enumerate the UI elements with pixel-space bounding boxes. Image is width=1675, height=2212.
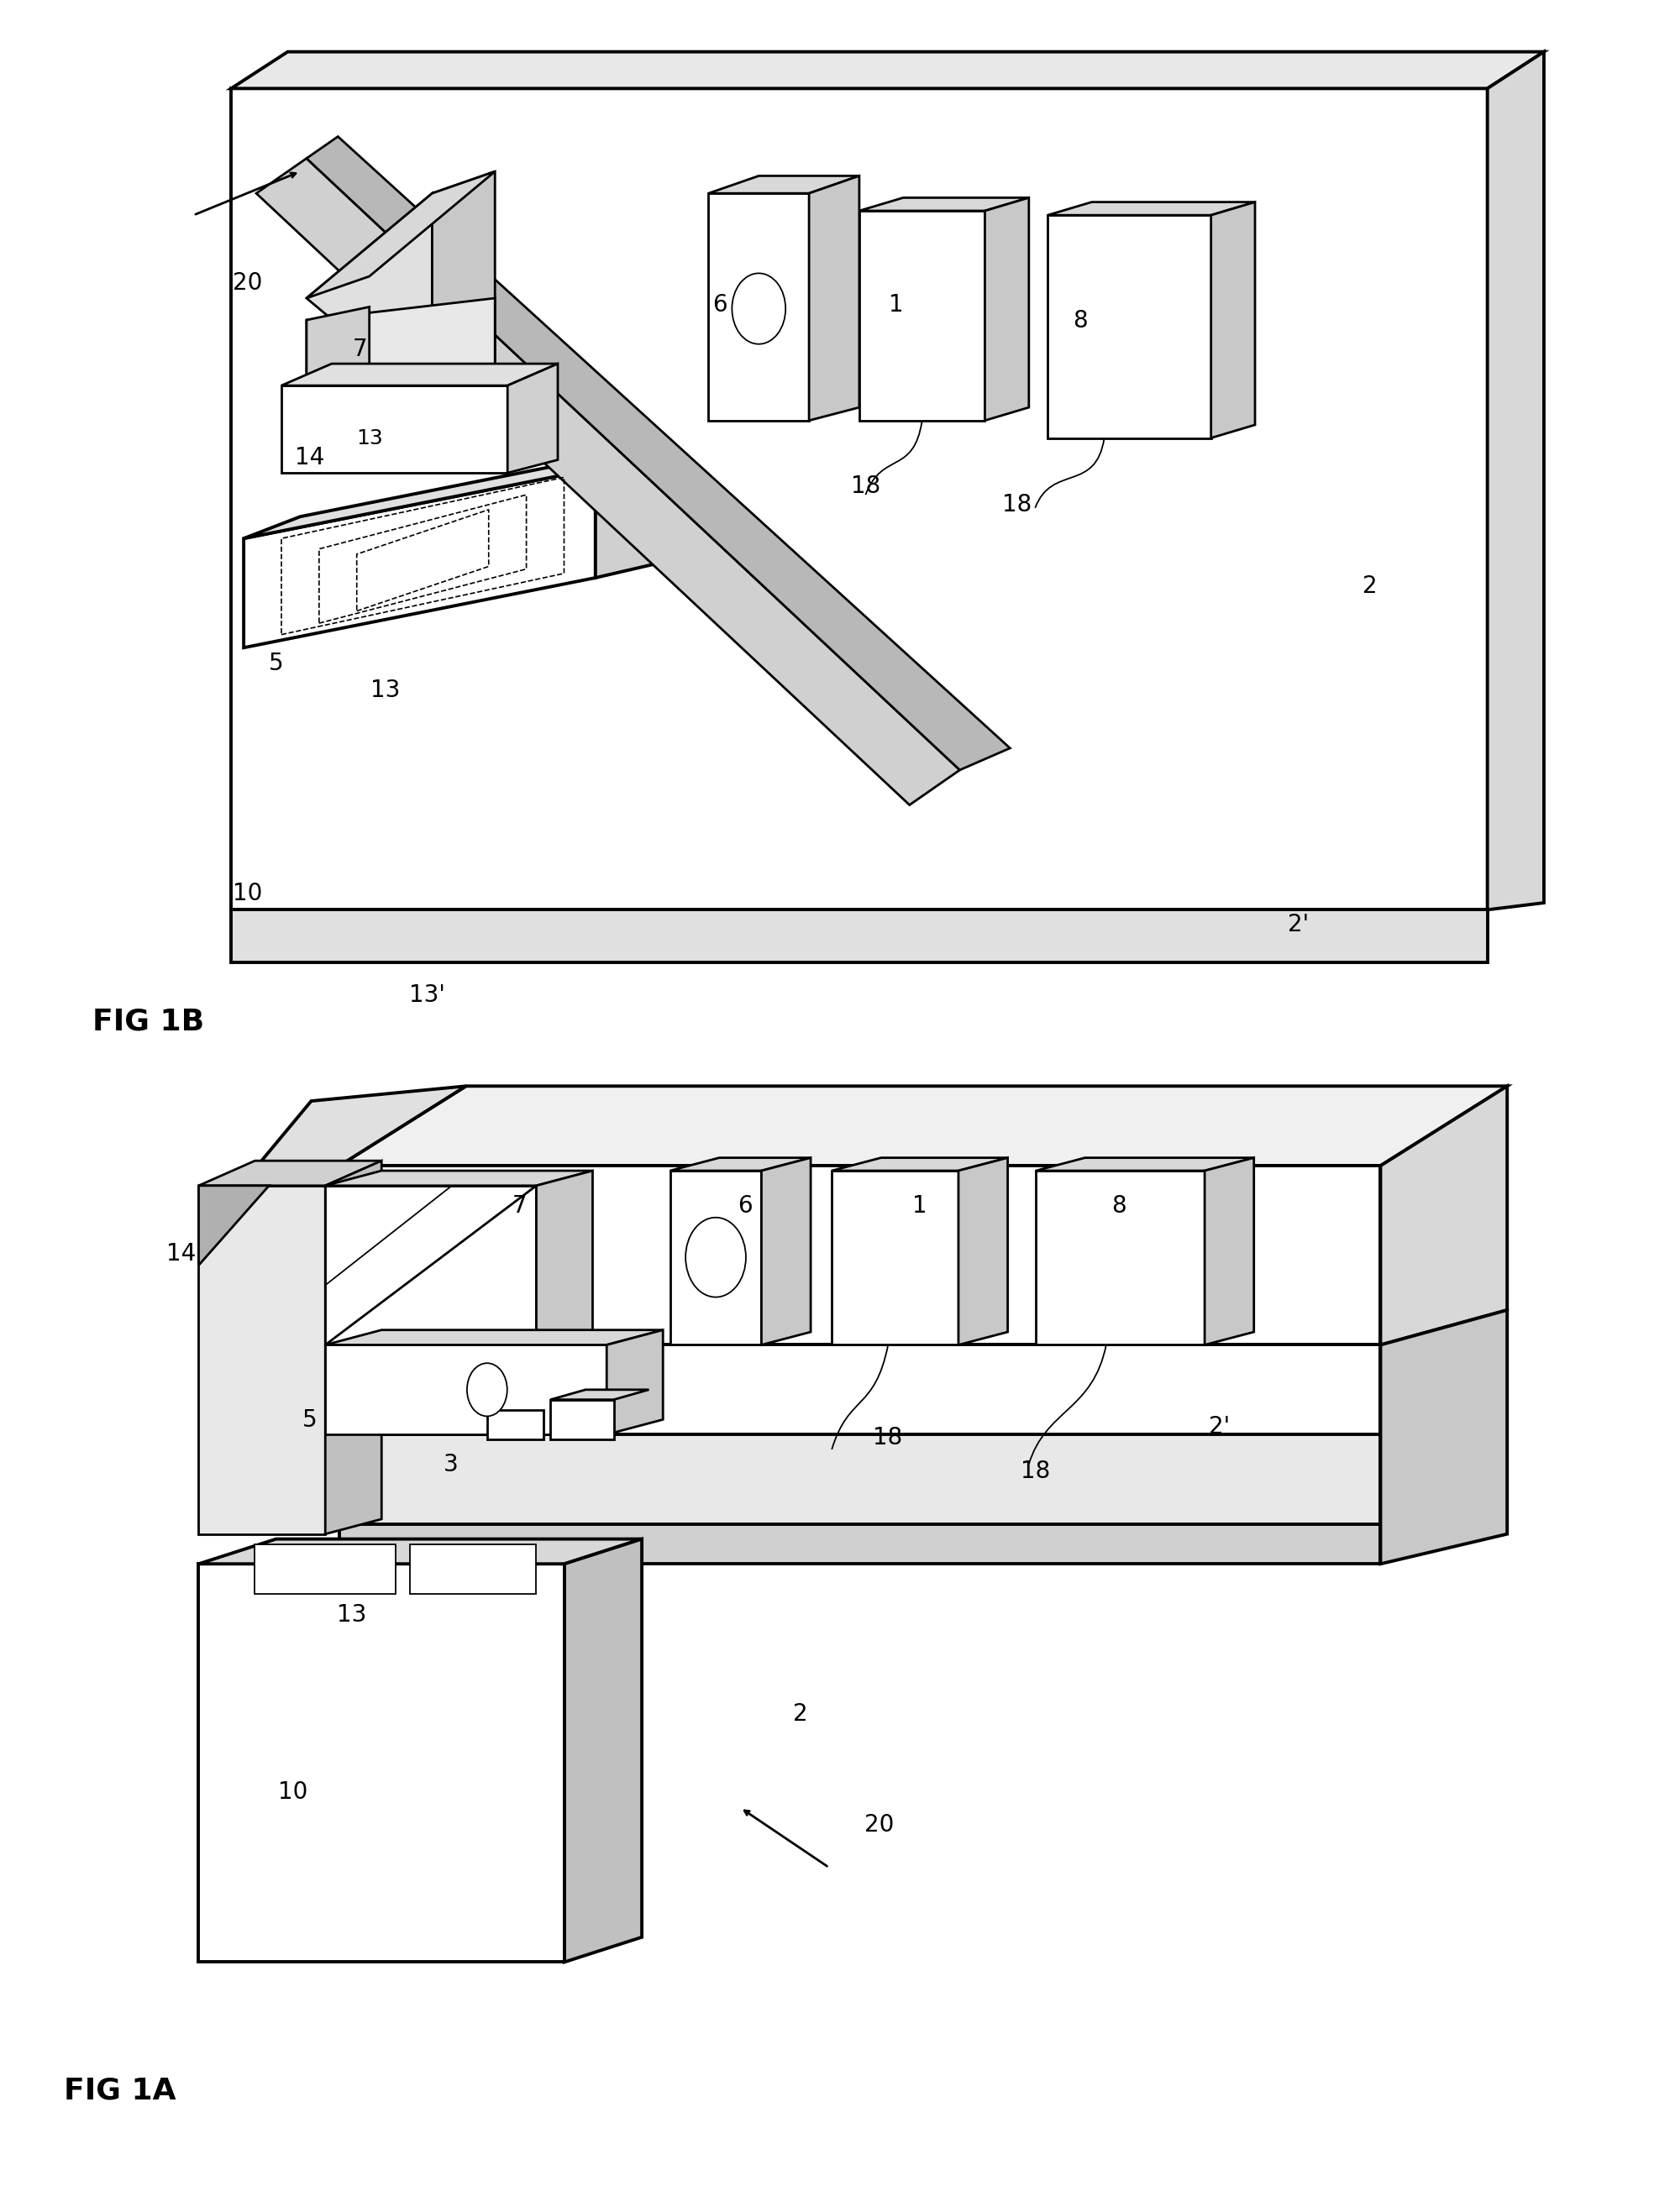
Polygon shape bbox=[564, 1540, 642, 1962]
Polygon shape bbox=[832, 1157, 1008, 1170]
Circle shape bbox=[467, 1363, 508, 1416]
Text: 5: 5 bbox=[303, 1409, 317, 1431]
Text: 20: 20 bbox=[233, 272, 263, 294]
Text: 1: 1 bbox=[913, 1194, 926, 1217]
Polygon shape bbox=[709, 192, 809, 420]
Polygon shape bbox=[487, 1409, 543, 1440]
Text: 10: 10 bbox=[233, 883, 263, 905]
Polygon shape bbox=[1035, 1157, 1255, 1170]
Circle shape bbox=[732, 274, 786, 345]
Text: 14: 14 bbox=[166, 1243, 196, 1265]
Polygon shape bbox=[199, 1564, 564, 1962]
Text: 7: 7 bbox=[353, 338, 367, 361]
Text: 8: 8 bbox=[1112, 1194, 1126, 1217]
Polygon shape bbox=[199, 1161, 382, 1186]
Polygon shape bbox=[340, 1086, 1508, 1166]
Polygon shape bbox=[199, 1186, 270, 1265]
Polygon shape bbox=[606, 1329, 663, 1433]
Text: 6: 6 bbox=[714, 294, 727, 316]
Polygon shape bbox=[325, 1186, 536, 1345]
Polygon shape bbox=[281, 363, 558, 385]
Polygon shape bbox=[670, 1157, 811, 1170]
Text: 13: 13 bbox=[357, 427, 382, 449]
Polygon shape bbox=[307, 192, 432, 403]
Text: 3: 3 bbox=[444, 1453, 457, 1475]
Polygon shape bbox=[1035, 1170, 1204, 1345]
Text: FIG 1B: FIG 1B bbox=[92, 1009, 204, 1035]
Polygon shape bbox=[340, 1524, 1380, 1564]
Text: 1: 1 bbox=[889, 294, 903, 316]
Polygon shape bbox=[256, 159, 960, 805]
Circle shape bbox=[685, 1217, 745, 1296]
Polygon shape bbox=[1049, 215, 1211, 438]
Polygon shape bbox=[596, 447, 652, 577]
Polygon shape bbox=[199, 1540, 642, 1564]
Polygon shape bbox=[709, 177, 859, 192]
Polygon shape bbox=[325, 1161, 382, 1535]
Polygon shape bbox=[307, 173, 496, 299]
Polygon shape bbox=[231, 88, 1487, 909]
Text: FIG 1A: FIG 1A bbox=[64, 2077, 176, 2104]
Polygon shape bbox=[245, 447, 652, 538]
Polygon shape bbox=[325, 1170, 593, 1186]
Polygon shape bbox=[432, 173, 496, 403]
Text: 2: 2 bbox=[1363, 575, 1377, 597]
Text: 13: 13 bbox=[337, 1604, 367, 1626]
Polygon shape bbox=[551, 1389, 648, 1400]
Text: 8: 8 bbox=[1074, 310, 1087, 332]
Polygon shape bbox=[809, 177, 859, 420]
Polygon shape bbox=[859, 210, 985, 420]
Text: 7: 7 bbox=[513, 1194, 526, 1217]
Polygon shape bbox=[199, 1186, 325, 1535]
Polygon shape bbox=[670, 1170, 762, 1345]
Polygon shape bbox=[325, 1329, 663, 1345]
Polygon shape bbox=[307, 137, 1010, 770]
Polygon shape bbox=[958, 1157, 1008, 1345]
Text: 18: 18 bbox=[1020, 1460, 1050, 1482]
Text: 18: 18 bbox=[873, 1427, 903, 1449]
Text: 5: 5 bbox=[270, 653, 283, 675]
Text: 18: 18 bbox=[851, 476, 881, 498]
Polygon shape bbox=[340, 1345, 1380, 1433]
Text: 6: 6 bbox=[739, 1194, 752, 1217]
Polygon shape bbox=[985, 197, 1028, 420]
Text: 20: 20 bbox=[864, 1814, 894, 1836]
Polygon shape bbox=[231, 909, 1487, 962]
Text: 10: 10 bbox=[278, 1781, 308, 1803]
Text: 14: 14 bbox=[295, 447, 325, 469]
Polygon shape bbox=[1211, 201, 1255, 438]
Text: 2: 2 bbox=[794, 1703, 807, 1725]
Text: 2': 2' bbox=[1209, 1416, 1229, 1438]
Polygon shape bbox=[325, 1345, 606, 1433]
Polygon shape bbox=[508, 363, 558, 473]
Polygon shape bbox=[340, 1433, 1380, 1524]
Polygon shape bbox=[1049, 201, 1255, 215]
Polygon shape bbox=[255, 1544, 395, 1593]
Polygon shape bbox=[410, 1544, 536, 1593]
Polygon shape bbox=[832, 1170, 958, 1345]
Polygon shape bbox=[307, 299, 496, 403]
Polygon shape bbox=[1204, 1157, 1255, 1345]
Polygon shape bbox=[231, 51, 1544, 88]
Polygon shape bbox=[551, 1400, 613, 1440]
Polygon shape bbox=[536, 1170, 593, 1345]
Polygon shape bbox=[762, 1157, 811, 1345]
Polygon shape bbox=[245, 469, 596, 648]
Polygon shape bbox=[340, 1166, 1380, 1345]
Text: 13: 13 bbox=[370, 679, 400, 701]
Text: 2': 2' bbox=[1288, 914, 1308, 936]
Text: 18: 18 bbox=[1002, 493, 1032, 515]
Polygon shape bbox=[241, 1086, 466, 1186]
Polygon shape bbox=[859, 197, 1028, 210]
Polygon shape bbox=[281, 385, 508, 473]
Text: 13': 13' bbox=[409, 984, 446, 1006]
Polygon shape bbox=[1380, 1086, 1508, 1345]
Polygon shape bbox=[241, 1166, 340, 1444]
Polygon shape bbox=[1487, 51, 1544, 909]
Polygon shape bbox=[1380, 1310, 1508, 1564]
Polygon shape bbox=[307, 307, 370, 403]
